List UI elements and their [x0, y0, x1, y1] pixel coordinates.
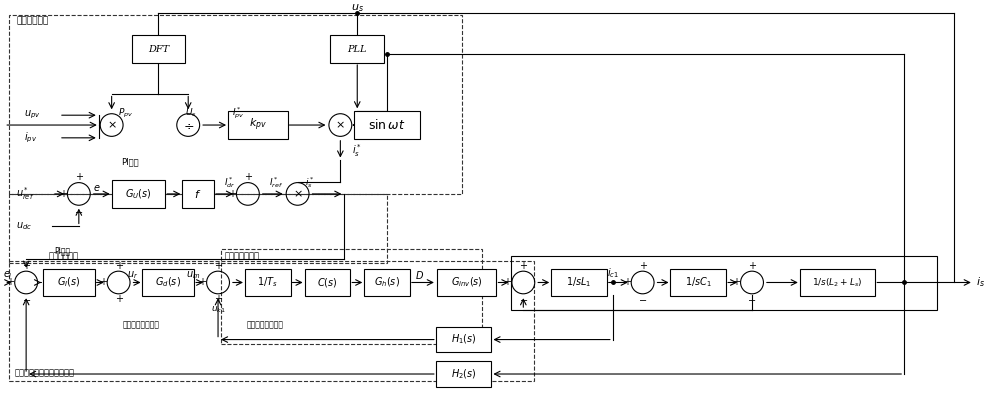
Text: $u_{pv}$: $u_{pv}$: [24, 109, 41, 121]
FancyBboxPatch shape: [132, 36, 185, 63]
Text: $u_{k1}$: $u_{k1}$: [211, 305, 225, 315]
Text: $\times$: $\times$: [107, 120, 117, 130]
Text: $u_{dc}$: $u_{dc}$: [16, 220, 32, 232]
Text: +: +: [519, 261, 527, 271]
Text: +: +: [244, 172, 252, 182]
Text: PI控制: PI控制: [54, 246, 70, 255]
Text: $G_I(s)$: $G_I(s)$: [57, 276, 81, 289]
FancyBboxPatch shape: [364, 269, 410, 296]
Text: 电流内环鲁棒延时补偿控制: 电流内环鲁棒延时补偿控制: [14, 368, 74, 377]
Text: PLL: PLL: [348, 45, 367, 54]
FancyBboxPatch shape: [330, 36, 384, 63]
FancyBboxPatch shape: [305, 269, 350, 296]
Text: $\div$: $\div$: [183, 118, 194, 132]
Text: $f$: $f$: [194, 188, 202, 200]
Text: +: +: [623, 278, 631, 288]
Text: +: +: [198, 278, 206, 288]
Text: +: +: [639, 261, 647, 271]
Text: +: +: [22, 261, 30, 271]
Text: $1/sC_1$: $1/sC_1$: [685, 276, 712, 289]
Text: $\times$: $\times$: [293, 189, 302, 199]
FancyBboxPatch shape: [43, 269, 95, 296]
Text: $-$: $-$: [74, 206, 83, 216]
Text: $u^*_{ref}$: $u^*_{ref}$: [16, 186, 35, 202]
Text: $i_{c1}$: $i_{c1}$: [607, 266, 619, 280]
Text: +: +: [75, 172, 83, 182]
FancyBboxPatch shape: [800, 269, 875, 296]
FancyBboxPatch shape: [112, 180, 165, 208]
FancyBboxPatch shape: [436, 327, 491, 352]
Text: $H_1(s)$: $H_1(s)$: [451, 333, 477, 346]
Text: $P_{pv}$: $P_{pv}$: [118, 107, 133, 120]
Text: $k_{pv}$: $k_{pv}$: [249, 117, 267, 133]
Text: +: +: [59, 189, 67, 199]
Text: $-$: $-$: [22, 294, 31, 304]
FancyBboxPatch shape: [354, 111, 420, 139]
Text: $1/T_s$: $1/T_s$: [257, 276, 278, 289]
Text: $D$: $D$: [415, 269, 424, 281]
Text: $G_d(s)$: $G_d(s)$: [155, 276, 181, 289]
Text: $1/sL_1$: $1/sL_1$: [566, 276, 592, 289]
Text: $I^*_{ref}$: $I^*_{ref}$: [269, 175, 283, 190]
FancyBboxPatch shape: [142, 269, 194, 296]
FancyBboxPatch shape: [182, 180, 214, 208]
Text: $I^*_{dr}$: $I^*_{dr}$: [224, 175, 236, 190]
Text: $e_i$: $e_i$: [3, 269, 13, 280]
Text: DFT: DFT: [148, 45, 169, 54]
Text: $C(s)$: $C(s)$: [317, 276, 338, 289]
Text: $i_s$: $i_s$: [976, 276, 985, 289]
Text: $i^*_s$: $i^*_s$: [352, 142, 362, 159]
FancyBboxPatch shape: [670, 269, 726, 296]
Text: +: +: [214, 294, 222, 304]
Text: $u_r$: $u_r$: [127, 269, 138, 280]
Text: $-$: $-$: [747, 294, 757, 304]
Text: $1/s(L_2+L_s)$: $1/s(L_2+L_s)$: [812, 276, 863, 289]
Text: $-$: $-$: [638, 294, 647, 304]
Text: $u_m$: $u_m$: [186, 269, 200, 280]
FancyBboxPatch shape: [436, 361, 491, 387]
Text: $H_2(s)$: $H_2(s)$: [451, 367, 477, 381]
Text: 零极点延时补偿: 零极点延时补偿: [225, 251, 260, 260]
Text: +: +: [115, 261, 123, 271]
Text: $u_s$: $u_s$: [351, 2, 364, 14]
Text: $\sin\omega t$: $\sin\omega t$: [368, 118, 406, 132]
Text: PI控制: PI控制: [122, 157, 139, 166]
Text: $\times$: $\times$: [335, 120, 345, 130]
Text: $i^*_s$: $i^*_s$: [305, 175, 314, 190]
Text: +: +: [732, 278, 740, 288]
Text: $e$: $e$: [93, 183, 101, 193]
Text: +: +: [214, 261, 222, 271]
Text: +: +: [99, 278, 107, 288]
Text: $i_{pv}$: $i_{pv}$: [24, 131, 37, 145]
Text: +: +: [503, 278, 511, 288]
Text: 电压外环控制: 电压外环控制: [49, 252, 79, 261]
FancyBboxPatch shape: [245, 269, 291, 296]
FancyBboxPatch shape: [228, 111, 288, 139]
FancyBboxPatch shape: [437, 269, 496, 296]
Text: +: +: [228, 189, 236, 199]
Text: +: +: [748, 261, 756, 271]
Text: $G_{inv}(s)$: $G_{inv}(s)$: [451, 276, 483, 289]
Text: 功率前馈控制: 功率前馈控制: [16, 17, 48, 26]
Text: 传统电容电流反馈: 传统电容电流反馈: [123, 320, 160, 329]
FancyBboxPatch shape: [551, 269, 607, 296]
Text: 改进电容电流反馈: 改进电容电流反馈: [246, 320, 283, 329]
Text: $-$: $-$: [519, 294, 528, 304]
Text: +: +: [6, 278, 14, 288]
Text: $I^*_{pv}$: $I^*_{pv}$: [232, 106, 244, 121]
Text: $U_s$: $U_s$: [185, 107, 197, 120]
Text: $G_h(s)$: $G_h(s)$: [374, 276, 400, 289]
Text: +: +: [115, 294, 123, 304]
Text: $G_U(s)$: $G_U(s)$: [125, 187, 152, 201]
